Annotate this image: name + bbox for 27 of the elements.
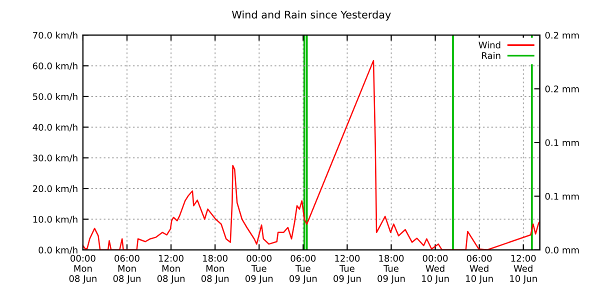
y-tick-label: 30.0 km/h — [33, 154, 78, 162]
legend-label: Rain — [482, 52, 500, 59]
x-tick-label: 06:00 Tue 09 Jun — [290, 254, 317, 284]
x-tick-label: 12:00 Mon 08 Jun — [157, 254, 184, 284]
x-tick-label: 06:00 Wed 10 Jun — [466, 254, 493, 284]
y2-tick-label: 0.2 mm — [545, 86, 579, 92]
x-tick-label: 18:00 Tue 09 Jun — [378, 254, 405, 284]
y-tick-label: 70.0 km/h — [33, 32, 78, 40]
x-tick-label: 00:00 Wed 10 Jun — [422, 254, 449, 284]
x-tick-label: 18:00 Mon 08 Jun — [201, 254, 229, 284]
y-tick-label: 0.0 km/h — [38, 246, 78, 254]
y2-tick-label: 0.0 mm — [545, 246, 579, 254]
chart-title: Wind and Rain since Yesterday — [232, 10, 391, 21]
y-tick-label: 60.0 km/h — [32, 62, 78, 70]
y-tick-label: 50.0 km/h — [33, 93, 78, 101]
x-tick-label: 00:00 Tue 09 Jun — [245, 254, 273, 284]
y2-tick-label: 0.1 mm — [545, 192, 579, 200]
y-tick-label: 20.0 km/h — [33, 185, 78, 193]
legend-label: Wind — [478, 41, 500, 48]
y2-tick-label: 0.1 mm — [545, 139, 579, 146]
x-tick-label: 12:00 Wed 10 Jun — [510, 254, 537, 284]
y2-tick-label: 0.2 mm — [545, 32, 579, 39]
y-tick-label: 10.0 km/h — [33, 216, 78, 224]
x-tick-label: 06:00 Mon 08 Jun — [113, 254, 140, 284]
x-tick-label: 12:00 Tue 09 Jun — [334, 254, 361, 284]
y-tick-label: 40.0 km/h — [32, 124, 78, 132]
x-tick-label: 00:00 Mon 08 Jun — [69, 254, 96, 284]
